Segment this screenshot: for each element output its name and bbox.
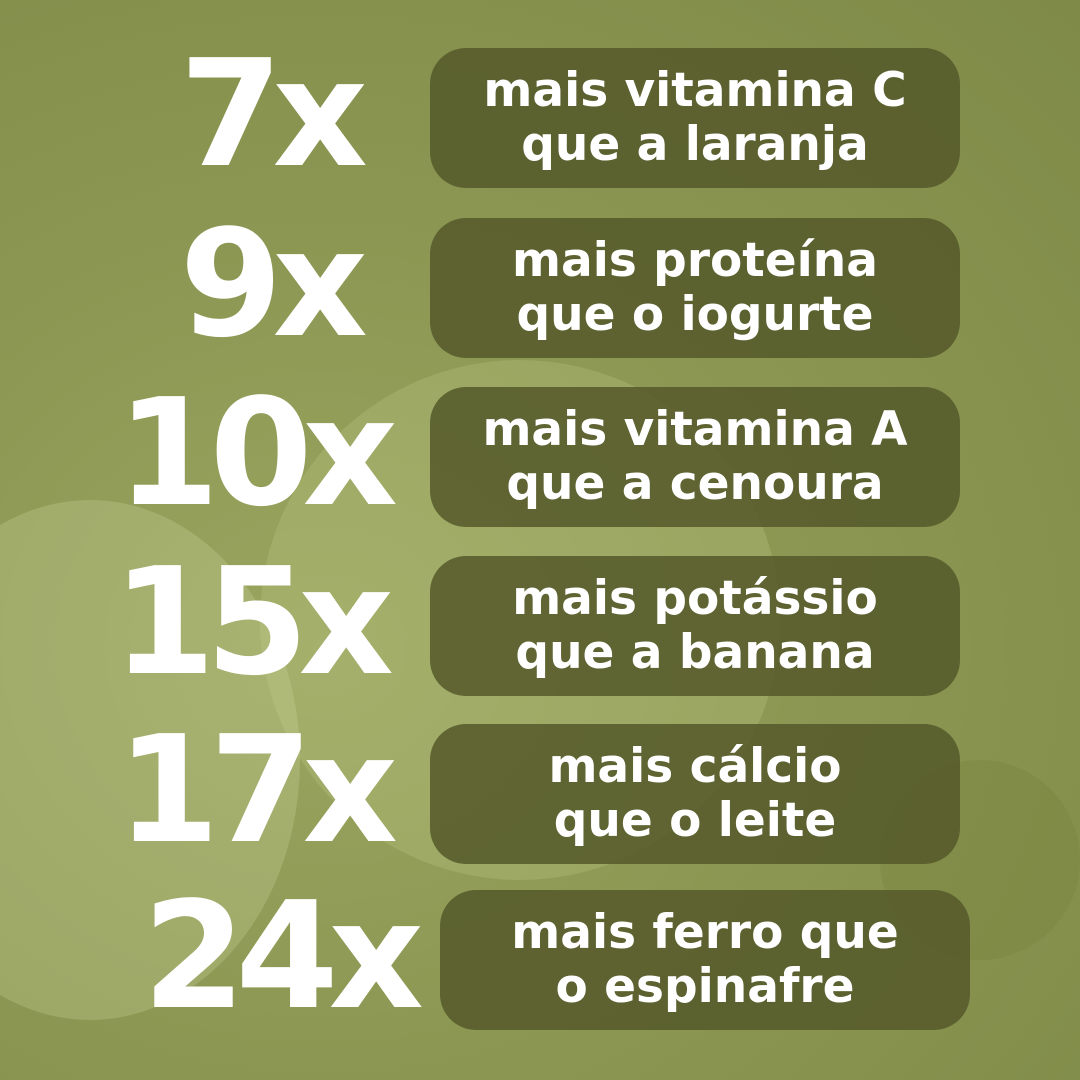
comparison-line-2: que a laranja xyxy=(521,117,869,172)
comparison-line-1: mais ferro que xyxy=(511,905,899,960)
comparison-pill: mais ferro que o espinafre xyxy=(440,890,970,1030)
stat-row: 17x mais cálcio que o leite xyxy=(0,716,1080,864)
comparison-pill: mais cálcio que o leite xyxy=(430,724,960,864)
comparison-line-1: mais potássio xyxy=(512,571,878,626)
comparison-line-2: que a cenoura xyxy=(506,456,884,511)
multiplier: 15x xyxy=(112,536,394,708)
stat-row: 10x mais vitamina A que a cenoura xyxy=(0,379,1080,527)
multiplier: 9x xyxy=(179,198,368,370)
comparison-pill: mais potássio que a banana xyxy=(430,556,960,696)
stat-row: 24x mais ferro que o espinafre xyxy=(0,882,1080,1030)
stat-row: 7x mais vitamina C que a laranja xyxy=(0,40,1080,188)
comparison-line-2: o espinafre xyxy=(555,959,855,1014)
stat-row: 9x mais proteína que o iogurte xyxy=(0,210,1080,358)
multiplier: 17x xyxy=(116,704,398,876)
comparison-line-1: mais vitamina C xyxy=(483,63,907,118)
stat-row: 15x mais potássio que a banana xyxy=(0,548,1080,696)
comparison-line-1: mais cálcio xyxy=(548,739,842,794)
comparison-line-2: que o iogurte xyxy=(516,287,874,342)
comparison-pill: mais vitamina A que a cenoura xyxy=(430,387,960,527)
comparison-line-1: mais vitamina A xyxy=(482,402,908,457)
multiplier: 7x xyxy=(179,28,368,200)
multiplier: 24x xyxy=(142,870,424,1042)
comparison-pill: mais proteína que o iogurte xyxy=(430,218,960,358)
comparison-line-1: mais proteína xyxy=(512,233,878,288)
multiplier: 10x xyxy=(116,367,398,539)
comparison-line-2: que a banana xyxy=(515,625,875,680)
comparison-pill: mais vitamina C que a laranja xyxy=(430,48,960,188)
comparison-line-2: que o leite xyxy=(553,793,837,848)
